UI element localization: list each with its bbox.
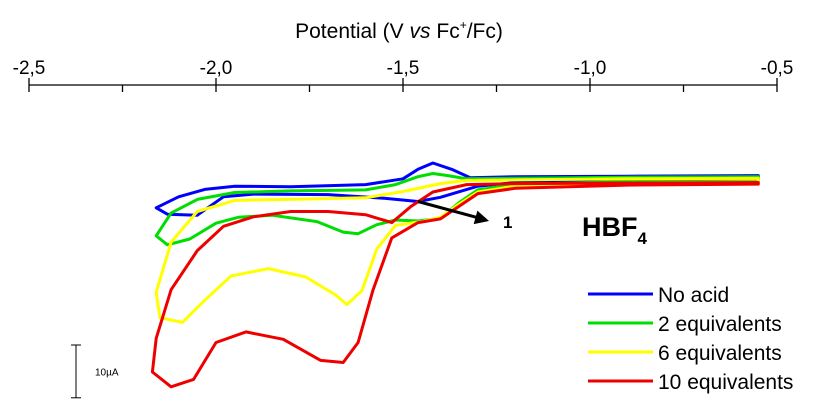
annotation-arrow [417,200,482,220]
x-tick-label: -1,5 [387,58,420,79]
legend-label: 2 equivalents [658,313,782,336]
legend-label: No acid [658,284,729,307]
legend-label: 6 equivalents [658,342,782,365]
x-tick-label: -1,0 [574,58,607,79]
x-tick-label: -2,0 [200,58,233,79]
annotation-label: 1 [503,213,512,232]
series-lines [150,161,760,389]
series-line-6-equivalents [154,176,760,324]
x-axis: -2,5 -2,0 -1,5 -1,0 -0,5 [13,58,794,92]
legend-label: 10 equivalents [658,371,793,394]
annotation: 1 [417,200,512,232]
series-line-no-acid [154,161,760,217]
legend: No acid 2 equivalents 6 equivalents 10 equi… [588,284,793,394]
x-axis-title: Potential (V vs Fc+/Fc) [295,18,503,43]
annotation-arrowhead [473,210,490,225]
x-tick-label: -2,5 [13,58,46,79]
series-line-10-equivalents [150,181,760,389]
scale-bar: 10µA [71,344,119,399]
x-tick-label: -0,5 [761,58,794,79]
scale-bar-label: 10µA [95,367,119,378]
acid-label: HBF4 [582,212,648,248]
